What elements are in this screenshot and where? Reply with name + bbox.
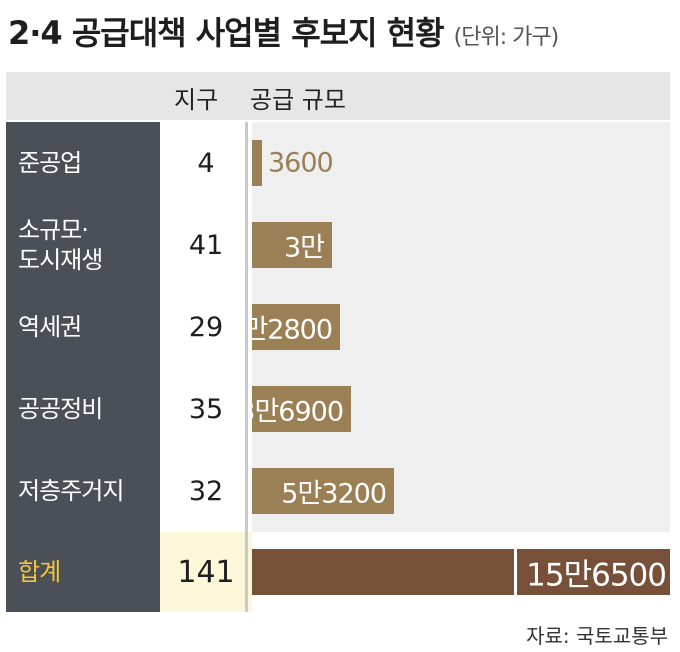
table-header: 지구 공급 규모 — [6, 72, 670, 120]
total-bar-divider — [514, 549, 517, 595]
category-row: 준공업 4 3600 — [6, 122, 670, 206]
value-label: 5만3200 — [281, 478, 387, 510]
value-label: 3만6900 — [238, 396, 344, 428]
unit-label: (단위: 가구) — [453, 25, 560, 50]
category-label: 준공업 — [6, 122, 160, 204]
bar-track: 15만6500 — [252, 532, 670, 612]
category-label: 공공정비 — [6, 368, 160, 450]
category-row: 저층주거지 32 5만3200 — [6, 450, 670, 534]
bar-track: 3600 — [252, 122, 670, 204]
bar-track: 3만6900 — [238, 368, 670, 450]
chart-title: 2·4 공급대책 사업별 후보지 현황 (단위: 가구) — [8, 8, 560, 54]
total-district-count: 141 — [160, 532, 252, 612]
bar-track: 3만2800 — [227, 286, 670, 368]
bar — [252, 304, 340, 350]
district-count: 29 — [160, 286, 252, 368]
bar — [252, 140, 262, 186]
bar-baseline — [245, 122, 248, 612]
bar — [252, 386, 351, 432]
chart-plot: 준공업 4 3600 소규모· 도시재생 41 3만 역세권 29 3만2800 공공정비 35 3만… — [6, 122, 670, 612]
total-row: 합계 141 15만6500 — [6, 532, 670, 612]
category-label: 소규모· 도시재생 — [6, 204, 160, 286]
district-count: 32 — [160, 450, 252, 532]
value-label: 3만 — [283, 232, 325, 264]
total-label: 합계 — [6, 532, 160, 612]
district-count: 41 — [160, 204, 252, 286]
source-note: 자료: 국토교통부 — [526, 624, 668, 648]
category-row: 소규모· 도시재생 41 3만 — [6, 204, 670, 288]
district-count: 4 — [160, 122, 252, 204]
bar — [252, 222, 332, 268]
header-supply-scale: 공급 규모 — [250, 86, 346, 114]
bar-track: 5만3200 — [252, 450, 670, 532]
category-row: 공공정비 35 3만6900 — [6, 368, 670, 452]
category-label: 저층주거지 — [6, 450, 160, 532]
value-label: 3만2800 — [227, 314, 333, 346]
category-label: 역세권 — [6, 286, 160, 368]
bar — [252, 468, 394, 514]
title-text: 2·4 공급대책 사업별 후보지 현황 — [8, 14, 445, 52]
header-district-count: 지구 — [174, 86, 219, 114]
total-bar — [252, 549, 670, 595]
category-row: 역세권 29 3만2800 — [6, 286, 670, 370]
total-value-label: 15만6500 — [526, 557, 667, 594]
bar-track: 3만 — [252, 204, 670, 286]
value-label: 3600 — [268, 147, 334, 179]
district-count: 35 — [160, 368, 252, 450]
